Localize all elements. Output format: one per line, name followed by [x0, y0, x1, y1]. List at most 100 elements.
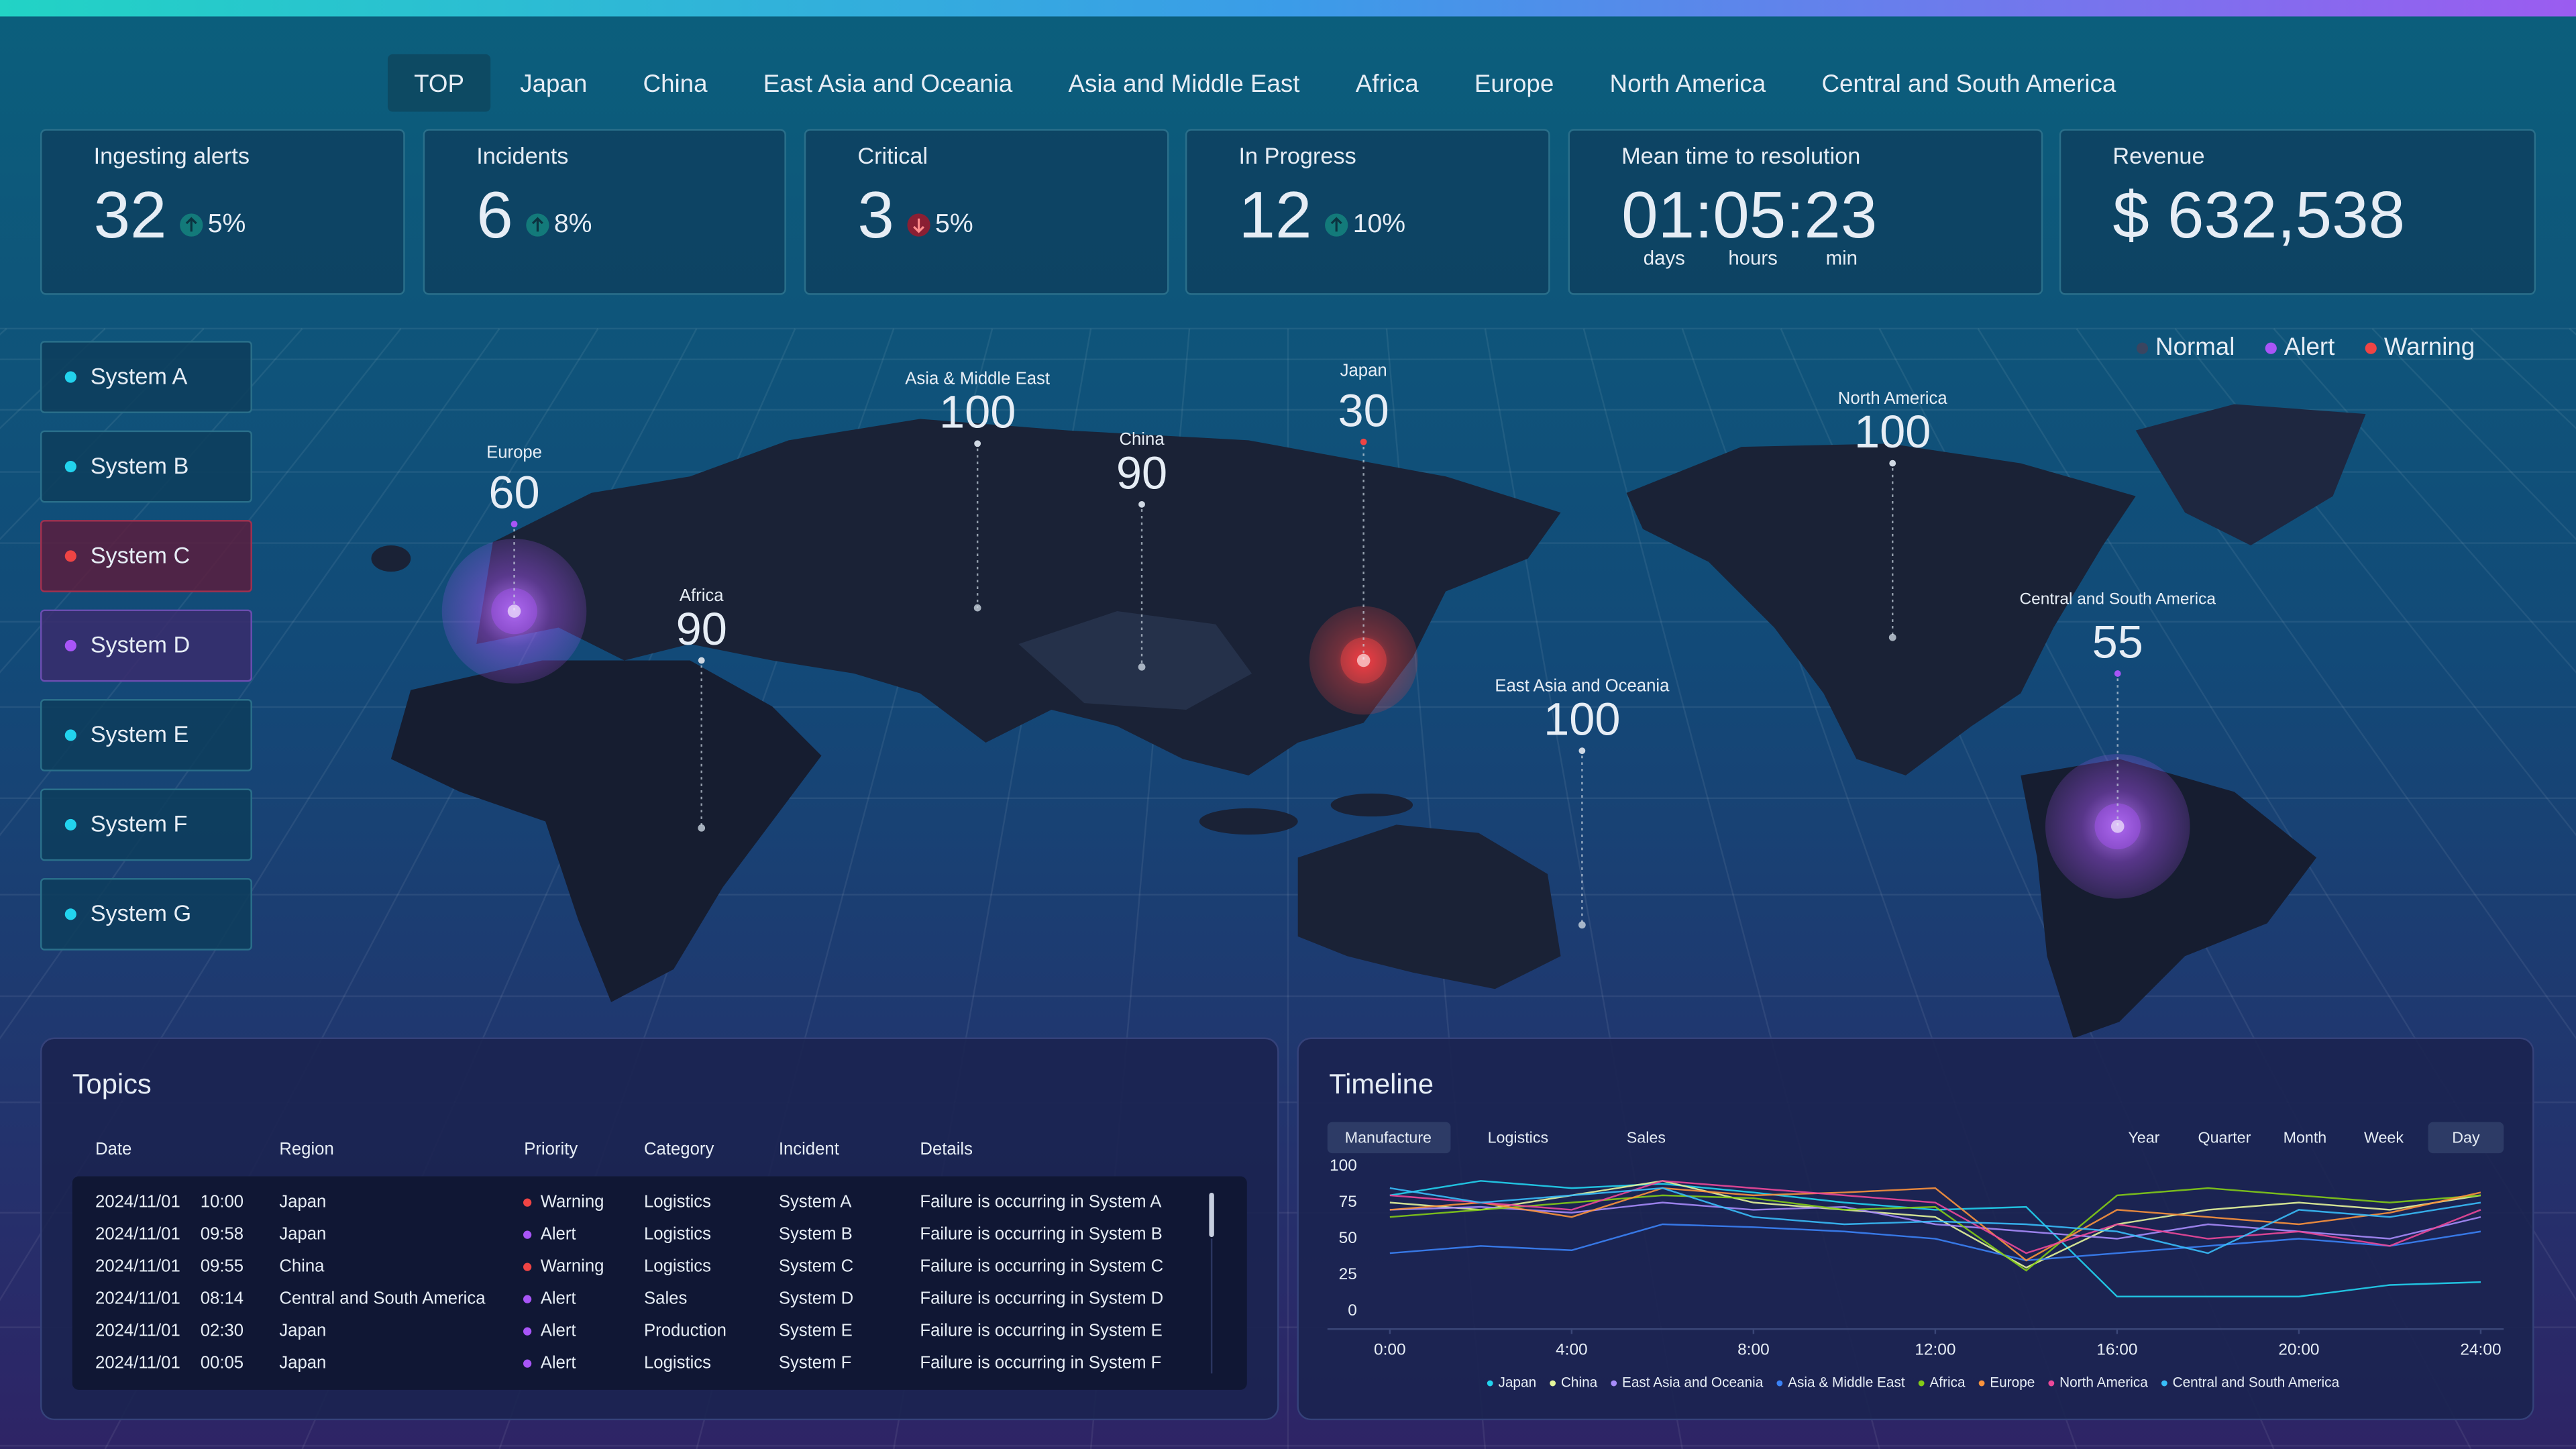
- system-button[interactable]: [40, 609, 252, 682]
- topics-title: Topics: [72, 1068, 152, 1099]
- nav-tab-active: [387, 54, 491, 112]
- greenland: [2135, 404, 2366, 546]
- series-line: [1389, 1187, 2481, 1262]
- series-line: [1389, 1223, 2481, 1262]
- table-cell: Failure is occurring in System C: [920, 1256, 1163, 1275]
- system-status-dot: [64, 371, 76, 383]
- bg-grid-line: [0, 327, 303, 674]
- map-value: 100: [1544, 694, 1620, 745]
- eurasia: [476, 419, 1561, 775]
- legend-dot: [1487, 1380, 1493, 1387]
- map-anchor: [1889, 460, 1896, 467]
- map-label: Asia & Middle East: [905, 370, 1050, 388]
- timeline-tab[interactable]: Manufacture: [1345, 1128, 1432, 1146]
- x-tick-label: 20:00: [2278, 1341, 2319, 1359]
- africa: [390, 660, 822, 1002]
- system-button[interactable]: [40, 877, 252, 951]
- timeline-tab[interactable]: Logistics: [1488, 1128, 1548, 1146]
- table-cell: Alert: [541, 1353, 576, 1372]
- table-body: [72, 1176, 1247, 1390]
- nav-tab[interactable]: Africa: [1356, 70, 1419, 97]
- table-cell: Logistics: [644, 1256, 711, 1275]
- table-cell: China: [279, 1256, 325, 1275]
- table-cell: 2024/11/01: [95, 1289, 180, 1307]
- table-cell: Failure is occurring in System E: [920, 1321, 1162, 1340]
- kpi-card: [1185, 129, 1550, 295]
- legend-label: Japan: [1498, 1375, 1536, 1391]
- system-button[interactable]: [40, 520, 252, 592]
- legend-dot: [1550, 1380, 1556, 1387]
- table-cell: 2024/11/01: [95, 1192, 180, 1211]
- table-cell: Failure is occurring in System F: [920, 1353, 1161, 1372]
- bg-grid-line: [2273, 327, 2576, 674]
- map-anchor: [511, 521, 518, 528]
- table-cell: 10:00: [201, 1192, 244, 1211]
- map-label: North America: [1838, 389, 1948, 408]
- top-bar: [0, 0, 2576, 17]
- period-option[interactable]: Week: [2364, 1128, 2404, 1146]
- table-cell: 02:30: [201, 1321, 244, 1340]
- table-header: Details: [920, 1140, 973, 1159]
- map-dot: [1138, 663, 1146, 671]
- timeline-tab[interactable]: Sales: [1627, 1128, 1666, 1146]
- table-header: Priority: [524, 1140, 578, 1159]
- table-cell: Alert: [541, 1224, 576, 1243]
- map-dot: [1888, 633, 1896, 641]
- map-label: China: [1119, 430, 1165, 449]
- timeline-title: Timeline: [1329, 1068, 1434, 1099]
- nav-tab[interactable]: North America: [1610, 70, 1766, 97]
- nav-tab[interactable]: TOP: [414, 70, 464, 97]
- nav-tab[interactable]: China: [643, 70, 708, 97]
- period-option[interactable]: Day: [2452, 1128, 2480, 1146]
- system-status-dot: [64, 550, 76, 562]
- system-button[interactable]: [40, 699, 252, 771]
- kpi-unit: days: [1644, 248, 1685, 270]
- table-cell: 2024/11/01: [95, 1353, 180, 1372]
- kpi-value: $ 632,538: [2112, 178, 2405, 252]
- kpi-label: Critical: [857, 144, 928, 169]
- priority-dot: [523, 1263, 532, 1271]
- system-button[interactable]: [40, 788, 252, 861]
- kpi-label: Ingesting alerts: [94, 144, 250, 169]
- period-option[interactable]: Month: [2284, 1128, 2327, 1146]
- legend-label: Central and South America: [2173, 1375, 2340, 1391]
- map-dot: [2110, 820, 2125, 833]
- legend-label: Europe: [1990, 1375, 2035, 1391]
- map-anchor: [2114, 670, 2121, 677]
- kpi-change: 5%: [208, 209, 246, 238]
- table-cell: 08:14: [201, 1289, 244, 1307]
- priority-dot: [523, 1230, 532, 1239]
- system-button[interactable]: [40, 341, 252, 413]
- islands: [1199, 808, 1298, 835]
- kpi-value: 12: [1239, 178, 1312, 252]
- legend-dot: [1978, 1380, 1985, 1387]
- table-cell: 2024/11/01: [95, 1256, 180, 1275]
- x-tick-label: 24:00: [2460, 1341, 2501, 1359]
- nav-tab[interactable]: Asia and Middle East: [1069, 70, 1300, 97]
- kpi-trend-arrow: [531, 217, 543, 232]
- system-button[interactable]: [40, 430, 252, 503]
- timeline-panel: [1297, 1037, 2534, 1421]
- system-name: System D: [91, 633, 191, 658]
- table-cell: 00:05: [201, 1353, 244, 1372]
- legend-label: Asia & Middle East: [1788, 1375, 1905, 1391]
- bg-grid-line: [0, 328, 402, 837]
- map-label: Central and South America: [2020, 590, 2216, 608]
- map-dot: [507, 604, 521, 618]
- legend-label: Warning: [2384, 333, 2475, 360]
- x-tick-label: 0:00: [1374, 1341, 1406, 1359]
- table-cell: Failure is occurring in System D: [920, 1289, 1163, 1307]
- period-option[interactable]: Year: [2128, 1128, 2159, 1146]
- period-option[interactable]: Quarter: [2198, 1128, 2251, 1146]
- map-anchor: [1138, 500, 1145, 508]
- legend-dot: [1918, 1380, 1925, 1387]
- nav-tab[interactable]: Europe: [1474, 70, 1554, 97]
- nav-tab[interactable]: East Asia and Oceania: [763, 70, 1013, 97]
- table-cell: Alert: [541, 1321, 576, 1340]
- nav-tab[interactable]: Japan: [520, 70, 587, 97]
- table-cell: System C: [779, 1256, 853, 1275]
- map-value: 100: [1854, 406, 1931, 458]
- nav-tab[interactable]: Central and South America: [1821, 70, 2116, 97]
